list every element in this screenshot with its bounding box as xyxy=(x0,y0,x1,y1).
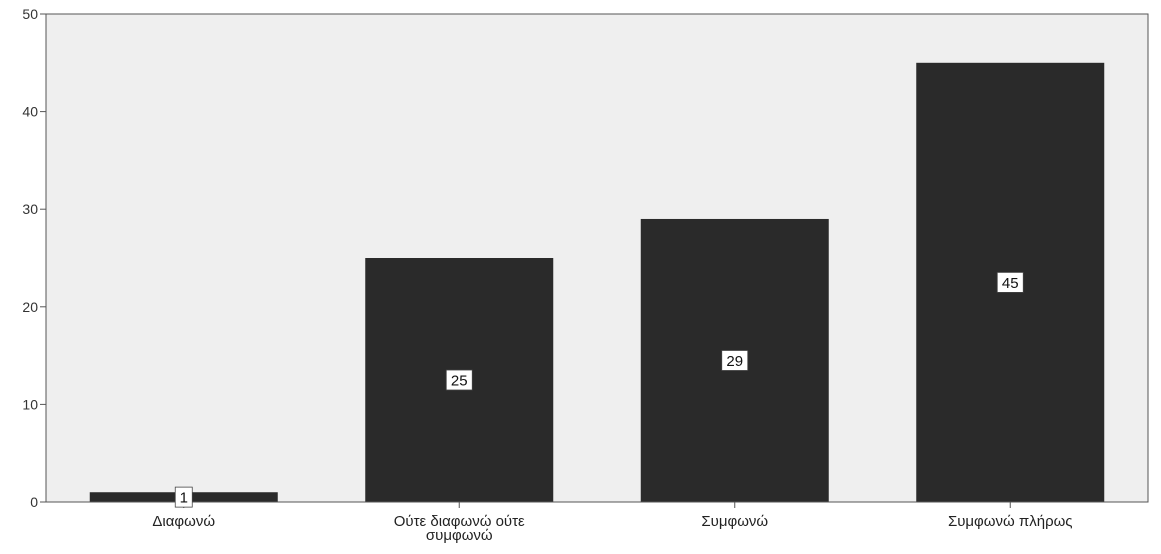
x-category-label: Συμφωνώ πλήρως xyxy=(948,513,1073,530)
x-category-label: Διαφωνώ xyxy=(152,513,215,530)
data-label-text: 29 xyxy=(726,353,743,370)
y-tick-label: 30 xyxy=(22,201,38,217)
x-category-label: Συμφωνώ xyxy=(701,513,768,530)
y-tick-label: 10 xyxy=(22,396,38,412)
data-label: 1 xyxy=(174,486,193,508)
data-label-text: 45 xyxy=(1002,275,1019,292)
y-tick-label: 40 xyxy=(22,104,38,120)
data-label-text: 1 xyxy=(180,490,188,507)
x-category-label: Ούτε διαφωνώ ούτε συμφωνώ xyxy=(394,513,525,544)
x-category-label-line: Συμφωνώ πλήρως xyxy=(948,513,1073,530)
data-label: 29 xyxy=(721,350,749,371)
data-label-box xyxy=(721,350,749,371)
y-tick-label: 50 xyxy=(22,6,38,22)
data-label: 45 xyxy=(996,271,1024,293)
y-tick-label: 0 xyxy=(30,494,38,510)
x-category-label-line: συμφωνώ xyxy=(426,527,493,544)
y-tick-label: 20 xyxy=(22,299,38,315)
bars-layer xyxy=(89,62,1105,503)
data-label-text: 25 xyxy=(451,373,468,390)
data-label: 25 xyxy=(445,369,473,391)
x-category-label-line: Συμφωνώ xyxy=(701,513,768,530)
x-category-label-line: Ούτε διαφωνώ ούτε xyxy=(394,513,525,530)
data-label-box xyxy=(445,369,473,391)
x-category-label-line: Διαφωνώ xyxy=(152,513,215,530)
labels-layer: 1 25 29 45 xyxy=(174,271,1024,508)
data-label-box xyxy=(174,486,193,508)
axes-layer: 0 10 20 30 40 50 Διαφωνώ Ούτε διαφωνώ ούτε συμφω… xyxy=(22,6,1148,544)
data-label-box xyxy=(996,271,1024,293)
